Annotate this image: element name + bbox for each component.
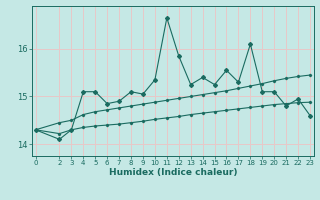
X-axis label: Humidex (Indice chaleur): Humidex (Indice chaleur) bbox=[108, 168, 237, 177]
